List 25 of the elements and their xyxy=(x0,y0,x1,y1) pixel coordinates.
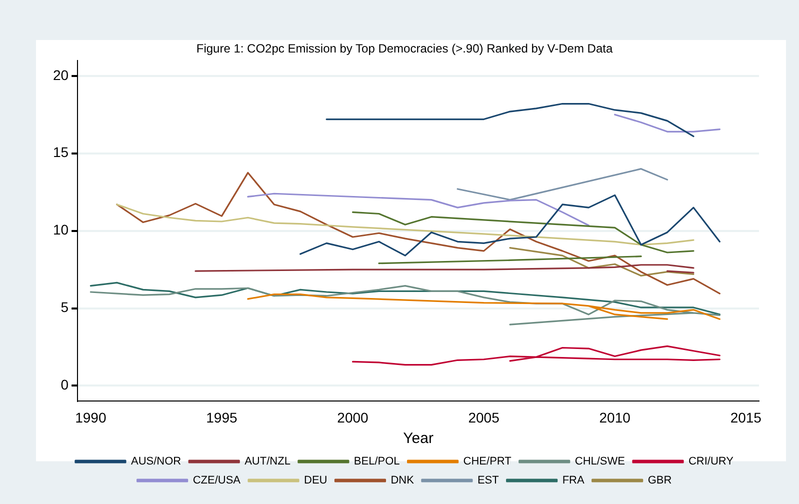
legend-label: DNK xyxy=(390,474,415,487)
legend-label: CHE/PRT xyxy=(463,456,512,468)
legend-label: CZE/USA xyxy=(192,474,242,487)
x-tick-label: 2000 xyxy=(337,409,369,426)
x-tick-label: 2010 xyxy=(599,409,631,426)
y-tick-label: 5 xyxy=(60,299,69,316)
legend-label: BEL/POL xyxy=(354,456,400,468)
legend-label: FRA xyxy=(562,474,586,487)
x-tick-label: 1995 xyxy=(206,409,238,426)
x-tick-label: 2015 xyxy=(730,409,762,426)
y-tick-label: 15 xyxy=(52,144,69,160)
legend-label: AUT/NZL xyxy=(244,456,290,468)
y-tick-label: 10 xyxy=(52,222,69,238)
legend-label: AUS/NOR xyxy=(130,456,182,468)
y-tick-label: 20 xyxy=(52,66,69,83)
legend-label: DEU xyxy=(304,474,328,487)
legend-label: CHL/SWE xyxy=(574,456,625,468)
legend-label: GBR xyxy=(648,474,672,487)
x-tick-label: 1990 xyxy=(75,409,106,426)
legend-label: CRI/URY xyxy=(688,456,734,468)
chart-title: Figure 1: CO2pc Emission by Top Democracies (>.90) Ranked by V-Dem Data xyxy=(196,42,613,56)
y-tick-label: 0 xyxy=(60,376,69,393)
x-axis-title: Year xyxy=(403,430,434,448)
x-tick-label: 2005 xyxy=(468,409,500,426)
legend-label: EST xyxy=(477,474,500,487)
